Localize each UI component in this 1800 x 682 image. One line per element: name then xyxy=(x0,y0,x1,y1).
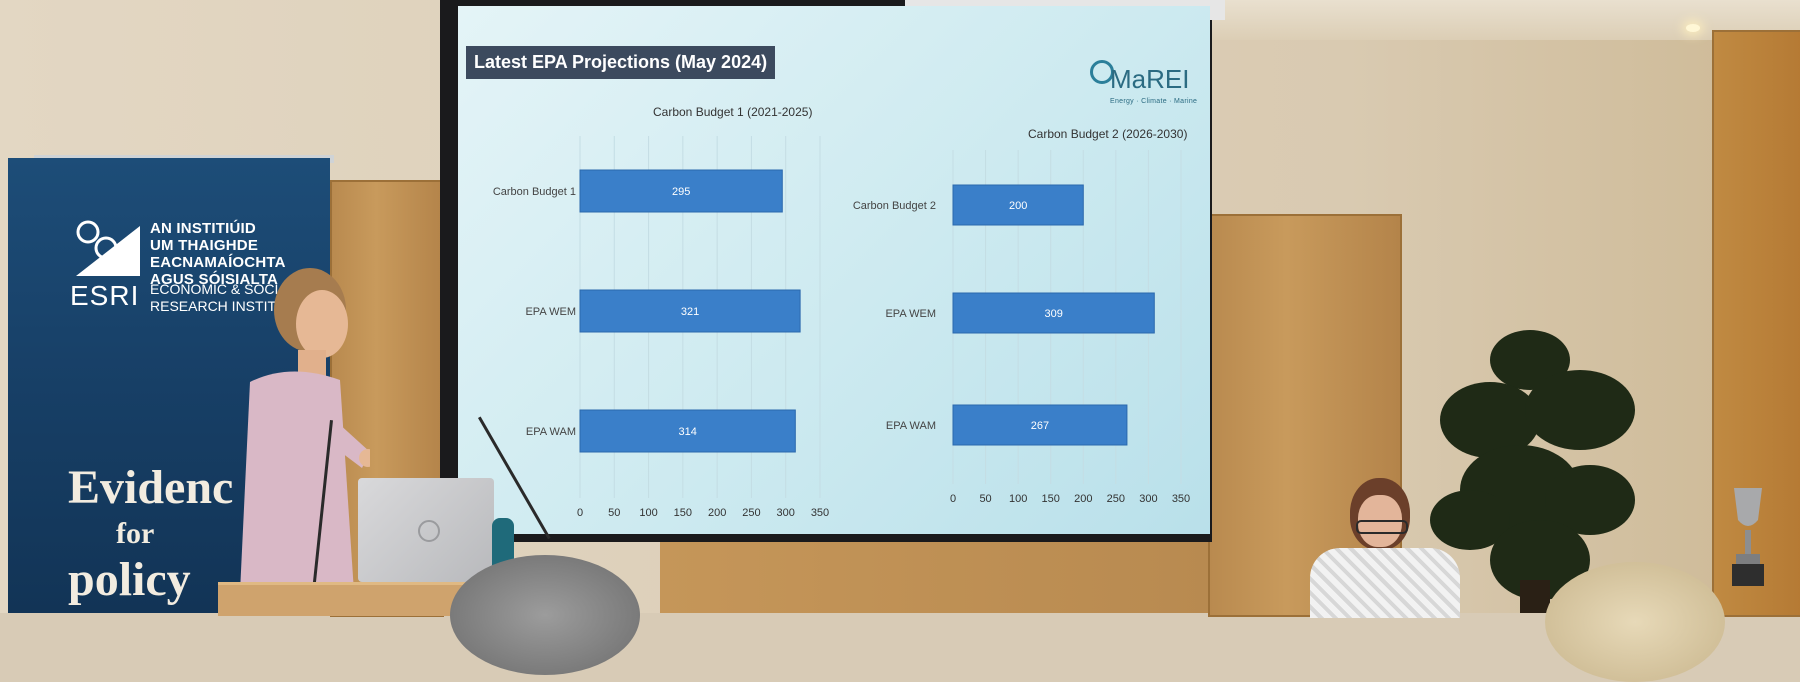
trophy xyxy=(1732,488,1764,586)
banner-org-irish: AN INSTITIÚID UM THAIGHDE EACNAMAÍOCHTA … xyxy=(150,220,286,288)
bar xyxy=(579,409,796,453)
bar xyxy=(579,289,801,333)
category-label: EPA WAM xyxy=(526,426,576,438)
lectern xyxy=(218,582,483,616)
x-tick-label: 0 xyxy=(950,493,956,505)
banner-abbr: ESRI xyxy=(70,280,140,311)
banner-org-english: ECONOMIC & SOCI RESEARCH INSTITU xyxy=(150,281,287,314)
x-tick-label: 200 xyxy=(1074,493,1092,505)
category-label: EPA WEM xyxy=(885,308,936,320)
audience-head-blonde xyxy=(1545,562,1725,682)
marei-logo-text: MaREI xyxy=(1110,64,1190,94)
bar xyxy=(579,169,783,213)
audience-woman xyxy=(1310,548,1460,618)
bar-charts: 0 50 100 150 200 250 300 350 Carbon Budget 1 (20… xyxy=(493,105,1190,519)
audience-head-grey xyxy=(450,555,640,675)
x-tick-label: 150 xyxy=(1042,493,1060,505)
bar xyxy=(952,292,1155,334)
category-label: Carbon Budget 1 xyxy=(493,186,576,198)
x-tick-label: 50 xyxy=(608,507,620,519)
bar-data-label: 314 xyxy=(678,426,696,438)
category-label: EPA WEM xyxy=(525,306,576,318)
ceiling-light xyxy=(1686,24,1700,32)
ceiling xyxy=(1200,0,1800,40)
chart-title: Carbon Budget 1 (2021-2025) xyxy=(653,105,812,119)
bar-data-label: 321 xyxy=(681,306,699,318)
wood-cabinet xyxy=(660,542,1220,613)
bar xyxy=(952,184,1084,226)
potted-plant xyxy=(1430,330,1635,613)
x-tick-label: 350 xyxy=(1172,493,1190,505)
marei-logo-icon xyxy=(1090,60,1114,84)
marei-logo-subtitle: Energy · Climate · Marine xyxy=(1110,98,1198,105)
bar-data-label: 267 xyxy=(1031,420,1049,432)
slide-title: Latest EPA Projections (May 2024) xyxy=(466,46,776,79)
bar-data-label: 309 xyxy=(1044,308,1062,320)
x-tick-label: 200 xyxy=(708,507,726,519)
x-tick-label: 150 xyxy=(674,507,692,519)
category-label: Carbon Budget 2 xyxy=(853,200,936,212)
x-tick-label: 50 xyxy=(979,493,991,505)
bar xyxy=(952,404,1128,446)
presentation-slide: Latest EPA Projections (May 2024) MaREI … xyxy=(458,6,1210,534)
laptop-logo-icon xyxy=(418,520,440,542)
bar-data-label: 295 xyxy=(672,186,690,198)
presenter xyxy=(240,268,370,592)
x-tick-label: 300 xyxy=(777,507,795,519)
x-tick-label: 250 xyxy=(1107,493,1125,505)
x-tick-label: 100 xyxy=(639,507,657,519)
x-tick-label: 350 xyxy=(811,507,829,519)
x-tick-label: 0 xyxy=(577,507,583,519)
x-tick-label: 250 xyxy=(742,507,760,519)
x-tick-label: 300 xyxy=(1139,493,1157,505)
esri-logo-icon xyxy=(76,220,140,276)
x-tick-label: 100 xyxy=(1009,493,1027,505)
chart-title: Carbon Budget 2 (2026-2030) xyxy=(1028,127,1187,141)
bar-data-label: 200 xyxy=(1009,200,1027,212)
glasses-icon xyxy=(1356,520,1408,534)
category-label: EPA WAM xyxy=(886,420,936,432)
banner-slogan: Evidenc for policy xyxy=(68,461,234,606)
